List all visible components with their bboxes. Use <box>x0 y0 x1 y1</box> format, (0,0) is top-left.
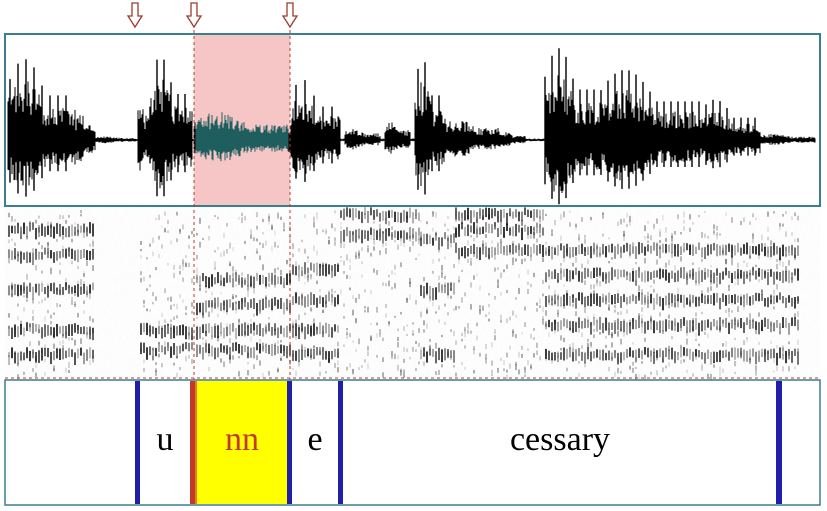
boundary-5 <box>776 381 782 504</box>
spectrogram-panel <box>5 207 820 380</box>
arrow-down-icon <box>126 2 144 29</box>
arrow-down-icon <box>281 2 299 29</box>
boundary-3 <box>287 381 292 504</box>
boundary-2 <box>190 381 195 504</box>
segment-label-cessary: cessary <box>509 421 611 458</box>
segment-label-u: u <box>156 421 174 458</box>
segment-label-e: e <box>307 421 323 458</box>
segment-label-nn: nn <box>225 421 259 458</box>
segmentation-tier <box>4 379 821 506</box>
selection-region <box>194 35 290 205</box>
waveform-panel <box>4 33 821 207</box>
boundary-1 <box>135 381 140 504</box>
arrow-down-icon <box>185 2 203 29</box>
nn-segment-highlight <box>194 381 290 504</box>
waveform-trace <box>7 48 816 205</box>
boundary-2b <box>195 381 197 504</box>
boundary-4 <box>338 381 343 504</box>
